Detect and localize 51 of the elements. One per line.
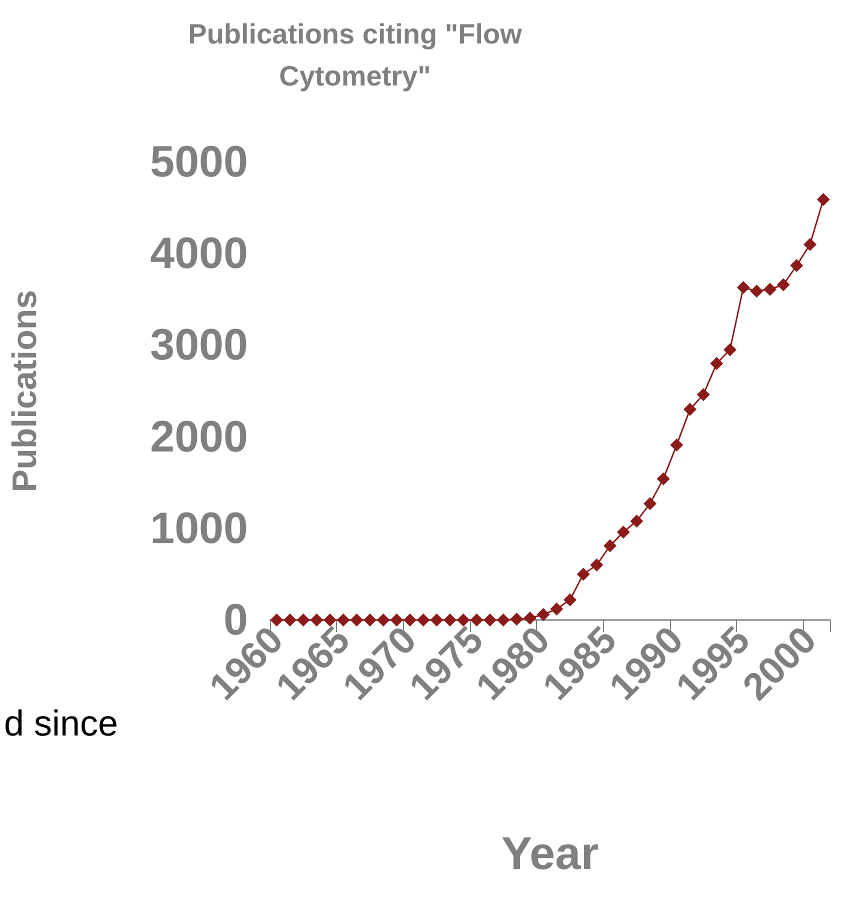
- point: [564, 593, 576, 606]
- point: [550, 602, 564, 616]
- point: [710, 357, 724, 370]
- point: [696, 388, 710, 402]
- y-tick-label: 1000: [150, 504, 248, 553]
- point: [364, 614, 376, 626]
- point: [816, 193, 830, 206]
- point: [484, 614, 496, 626]
- chart-title: Publications citing "Flow Cytometry": [188, 18, 522, 92]
- point: [724, 343, 736, 356]
- point: [670, 438, 684, 452]
- point: [750, 284, 764, 298]
- point: [616, 526, 630, 539]
- point: [684, 402, 696, 416]
- y-tick-label: 4000: [150, 229, 248, 278]
- point: [376, 614, 390, 626]
- y-tick-label: 5000: [150, 138, 248, 186]
- point: [444, 614, 456, 626]
- point: [736, 280, 750, 294]
- point: [524, 612, 536, 625]
- point: [430, 614, 444, 626]
- x-axis-title: Year: [501, 827, 599, 879]
- point: [656, 472, 670, 486]
- point: [456, 614, 470, 626]
- point: [496, 614, 510, 626]
- point: [270, 614, 284, 626]
- point: [350, 614, 364, 626]
- y-tick-label: 3000: [150, 320, 248, 370]
- point: [776, 278, 790, 292]
- point: [790, 259, 804, 272]
- point: [804, 238, 816, 251]
- point: [590, 558, 604, 572]
- point: [336, 614, 350, 626]
- point: [324, 614, 336, 626]
- point: [576, 568, 590, 581]
- y-axis-title: Publications: [6, 290, 44, 492]
- point: [644, 497, 656, 510]
- point: [630, 514, 644, 528]
- text: d since: [4, 702, 118, 744]
- point: [764, 282, 776, 296]
- point: [296, 614, 310, 626]
- point: [284, 614, 296, 626]
- y-tick-label: 2000: [150, 412, 248, 462]
- point: [310, 614, 324, 626]
- point: [604, 539, 616, 552]
- point: [510, 612, 524, 626]
- point: [416, 614, 430, 626]
- point: [536, 608, 550, 622]
- point: [470, 614, 484, 626]
- point: [404, 614, 416, 626]
- point: [390, 614, 404, 626]
